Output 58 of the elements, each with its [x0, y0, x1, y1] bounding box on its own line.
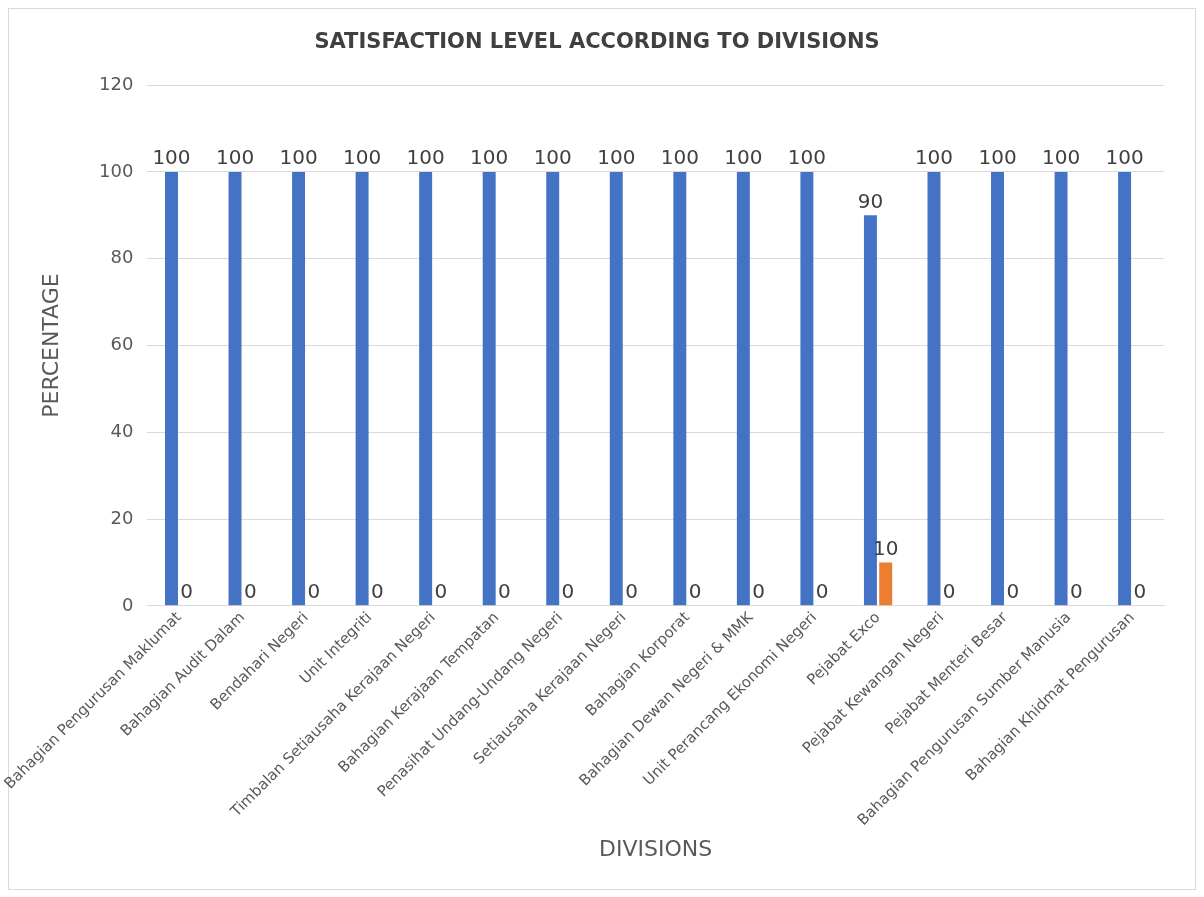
bar — [991, 171, 1004, 606]
bar — [546, 171, 560, 606]
data-label: 100 — [724, 145, 763, 170]
data-label: 0 — [688, 579, 702, 604]
data-label: 100 — [978, 145, 1017, 170]
data-label: 100 — [597, 145, 636, 170]
data-label: 0 — [180, 579, 194, 604]
bar — [228, 171, 242, 606]
bar — [863, 215, 877, 606]
bar — [1054, 171, 1068, 606]
bar — [879, 562, 893, 606]
data-label: 100 — [470, 145, 509, 170]
bar — [355, 171, 369, 606]
data-label: 100 — [1041, 145, 1081, 170]
data-label: 0 — [561, 579, 575, 604]
data-label: 0 — [1069, 579, 1083, 604]
data-label: 0 — [434, 579, 448, 604]
y-tick-label: 20 — [110, 506, 134, 528]
bar — [609, 171, 623, 606]
y-tick-label: 60 — [110, 333, 134, 355]
bar — [673, 171, 687, 606]
data-label: 0 — [1006, 579, 1020, 604]
data-label: 0 — [307, 579, 321, 604]
data-label: 0 — [625, 579, 638, 604]
data-label: 100 — [152, 145, 191, 170]
data-label: 100 — [1105, 145, 1144, 170]
x-axis-title: DIVISIONS — [599, 835, 713, 861]
data-label: 0 — [498, 579, 511, 604]
data-label: 100 — [914, 145, 954, 170]
data-label: 100 — [660, 145, 699, 170]
bar — [165, 171, 178, 606]
bar — [1118, 171, 1132, 606]
data-label: 100 — [343, 145, 382, 170]
data-label: 100 — [215, 145, 255, 170]
y-tick-label: 0 — [121, 593, 134, 615]
data-label: 0 — [752, 579, 765, 604]
y-tick-label: 40 — [110, 419, 134, 441]
data-label: 0 — [243, 579, 257, 604]
bar — [292, 171, 306, 606]
y-axis-title: PERCENTAGE — [37, 273, 63, 418]
bar — [736, 171, 750, 606]
data-label: 90 — [857, 188, 884, 213]
bar — [800, 171, 814, 606]
y-tick-label: 100 — [98, 159, 134, 181]
y-tick-label: 80 — [110, 246, 134, 268]
bar — [419, 171, 433, 606]
bar — [927, 171, 941, 606]
data-label: 100 — [533, 145, 572, 170]
data-label: 100 — [279, 145, 318, 170]
data-label: 0 — [942, 579, 956, 604]
data-label: 100 — [406, 145, 445, 170]
data-label: 0 — [1133, 579, 1147, 604]
bar — [482, 171, 496, 606]
data-label: 0 — [370, 579, 384, 604]
data-label: 100 — [787, 145, 826, 170]
chart-title: SATISFACTION LEVEL ACCORDING TO DIVISIONS — [314, 29, 880, 54]
data-label: 0 — [815, 579, 829, 604]
y-tick-label: 120 — [98, 72, 134, 94]
